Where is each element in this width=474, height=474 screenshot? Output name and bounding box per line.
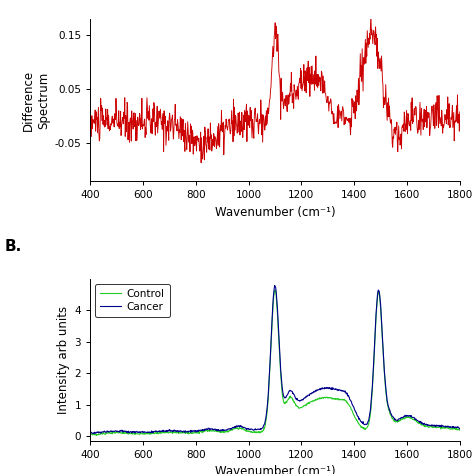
- Y-axis label: Difference
Spectrum: Difference Spectrum: [22, 70, 50, 131]
- Control: [369, 400, 374, 405]
- Cancer: [324, 385, 329, 391]
- Control: [407, 415, 412, 420]
- Control: [324, 394, 329, 400]
- Cancer: [369, 396, 374, 402]
- X-axis label: Wavenumber (cm⁻¹): Wavenumber (cm⁻¹): [215, 465, 335, 474]
- Control: [94, 433, 100, 438]
- Cancer: [457, 426, 463, 432]
- Control: [272, 287, 278, 293]
- Cancer: [272, 283, 278, 288]
- Cancer: [312, 388, 318, 394]
- X-axis label: Wavenumber (cm⁻¹): Wavenumber (cm⁻¹): [215, 206, 335, 219]
- Y-axis label: Intensity arb units: Intensity arb units: [57, 306, 70, 414]
- Cancer: [87, 429, 93, 435]
- Control: [457, 427, 463, 433]
- Control: [312, 397, 318, 402]
- Line: Control: Control: [90, 290, 460, 436]
- Control: [303, 403, 309, 409]
- Control: [87, 432, 93, 438]
- Control: [110, 430, 116, 436]
- Cancer: [91, 431, 97, 437]
- Cancer: [303, 394, 309, 400]
- Legend: Control, Cancer: Control, Cancer: [95, 284, 170, 317]
- Text: B.: B.: [5, 239, 22, 255]
- Cancer: [110, 428, 116, 434]
- Cancer: [407, 413, 412, 419]
- Line: Cancer: Cancer: [90, 285, 460, 434]
